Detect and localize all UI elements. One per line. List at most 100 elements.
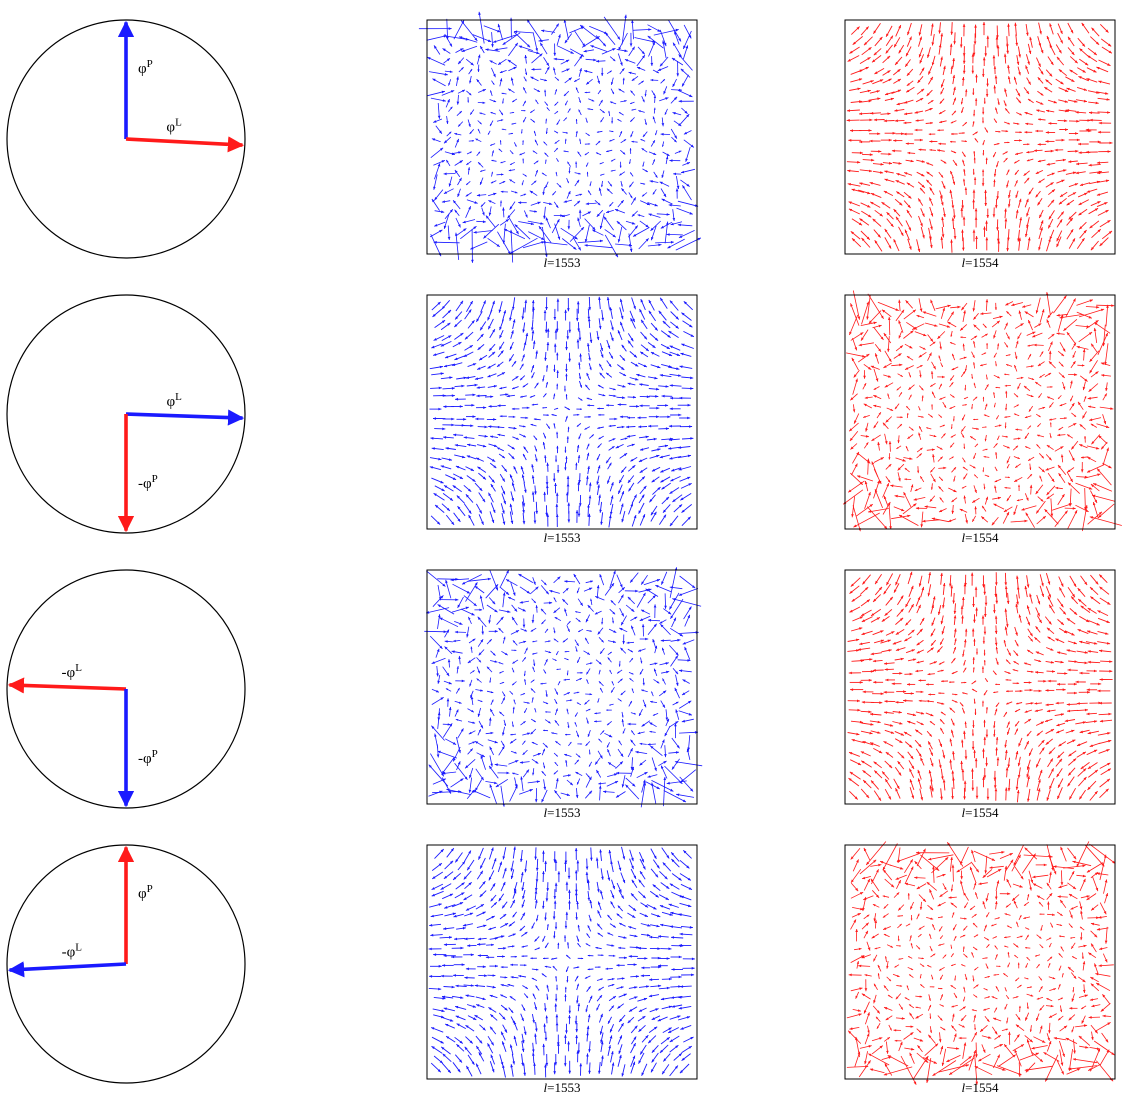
field-vector-head (549, 601, 553, 605)
field-vector-head (488, 133, 490, 135)
field-vector-head (666, 221, 669, 225)
field-vector-head (953, 419, 955, 422)
field-vector-head (497, 29, 501, 33)
field-vector-head (917, 248, 921, 252)
field-vector-head (433, 353, 437, 356)
field-vector-head (587, 134, 590, 136)
field-vector-head (577, 200, 580, 204)
field-vector-head (429, 466, 433, 469)
field-vector-head (873, 52, 877, 56)
field-vector (577, 240, 604, 243)
field-vector-head (1050, 182, 1054, 186)
field-vector-head (1006, 184, 1009, 188)
field-vector-head (491, 44, 494, 48)
field-vector-head (1072, 171, 1077, 175)
field-vector-head (545, 217, 549, 221)
field-vector-head (908, 195, 912, 199)
field-vector-head (678, 235, 683, 238)
field-vector-head (633, 515, 637, 519)
field-vector-head (941, 234, 945, 238)
field-vector-head (1105, 179, 1110, 183)
field-vector-head (1006, 50, 1009, 54)
field-vector-head (470, 112, 473, 115)
field-vector-head (847, 109, 850, 112)
field-vector-head (454, 232, 458, 236)
field-vector-head (1085, 150, 1089, 154)
field-vector-head (1056, 243, 1059, 248)
field-vector-head (650, 62, 654, 66)
field-vector-head (566, 483, 570, 487)
field-vector (1098, 503, 1115, 519)
field-vector-head (451, 387, 455, 390)
field-vector-head (531, 300, 535, 304)
field-vector-head (1074, 183, 1079, 186)
field-vector-head (632, 46, 635, 50)
field-vector-head (563, 200, 567, 203)
field-vector-head (444, 73, 448, 76)
field-vector-head (478, 11, 481, 15)
field-vector (503, 228, 526, 240)
panel-label: l=1553 (544, 530, 581, 545)
field-vector-head (929, 108, 933, 111)
field-vector-head (905, 142, 909, 145)
field-vector-head (929, 187, 933, 191)
field-vector-head (666, 213, 670, 216)
field-vector-head (531, 68, 535, 71)
field-vector-head (1040, 71, 1044, 75)
field-vector-head (992, 214, 996, 218)
field-vector-head (441, 160, 445, 163)
field-vector-head (584, 153, 587, 156)
field-vector (603, 16, 621, 40)
field-vector-head (535, 605, 538, 608)
field-vector (1078, 308, 1105, 318)
field-vector-head (505, 219, 509, 222)
field-vector-head (670, 222, 674, 226)
field-vector-head (638, 425, 642, 429)
field-vector (852, 505, 861, 532)
field-vector-head (1068, 36, 1071, 41)
field-vector-head (475, 138, 478, 141)
field-vector-head (575, 130, 578, 134)
field-vector-head (587, 734, 590, 737)
field-vector-head (488, 212, 492, 216)
field-vector (866, 294, 871, 320)
field-vector-head (463, 228, 467, 232)
field-vector-head (938, 355, 941, 358)
field-vector-head (598, 785, 602, 789)
field-vector-head (564, 467, 567, 471)
field-vector-head (511, 152, 514, 154)
field-vector-head (436, 673, 439, 677)
field-vector-head (1063, 169, 1067, 172)
field-vector-head (492, 82, 495, 85)
field-vector-head (617, 403, 621, 406)
field-vector-head (498, 62, 502, 65)
field-vector-head (1005, 108, 1008, 111)
field-vector-head (441, 200, 445, 203)
field-vector-head (544, 89, 547, 93)
field-vector-head (493, 73, 496, 78)
field-vector-head (857, 87, 861, 91)
field-vector-head (652, 192, 655, 195)
field-vector-head (500, 161, 503, 164)
field-vector-head (472, 741, 476, 744)
field-vector-head (939, 101, 943, 104)
field-vector-head (871, 193, 875, 196)
field-vector-head (964, 187, 968, 190)
field-vector-head (1024, 416, 1028, 419)
field-vector-head (544, 152, 547, 155)
field-vector-head (848, 139, 852, 142)
field-vector-head (1026, 177, 1030, 181)
field-vector-head (515, 230, 519, 235)
field-vector-head (554, 103, 557, 106)
field-vector-head (921, 173, 925, 177)
field-vector-head (431, 138, 436, 141)
field-vector-head (555, 492, 559, 496)
field-vector-head (524, 174, 527, 177)
field-vector-head (470, 62, 474, 66)
field-vector-head (982, 153, 985, 156)
field-vector-head (890, 223, 894, 227)
field-vector-head (598, 296, 601, 300)
field-vector-head (618, 88, 622, 91)
field-vector-head (1007, 76, 1011, 80)
field-vector-head (861, 237, 865, 241)
